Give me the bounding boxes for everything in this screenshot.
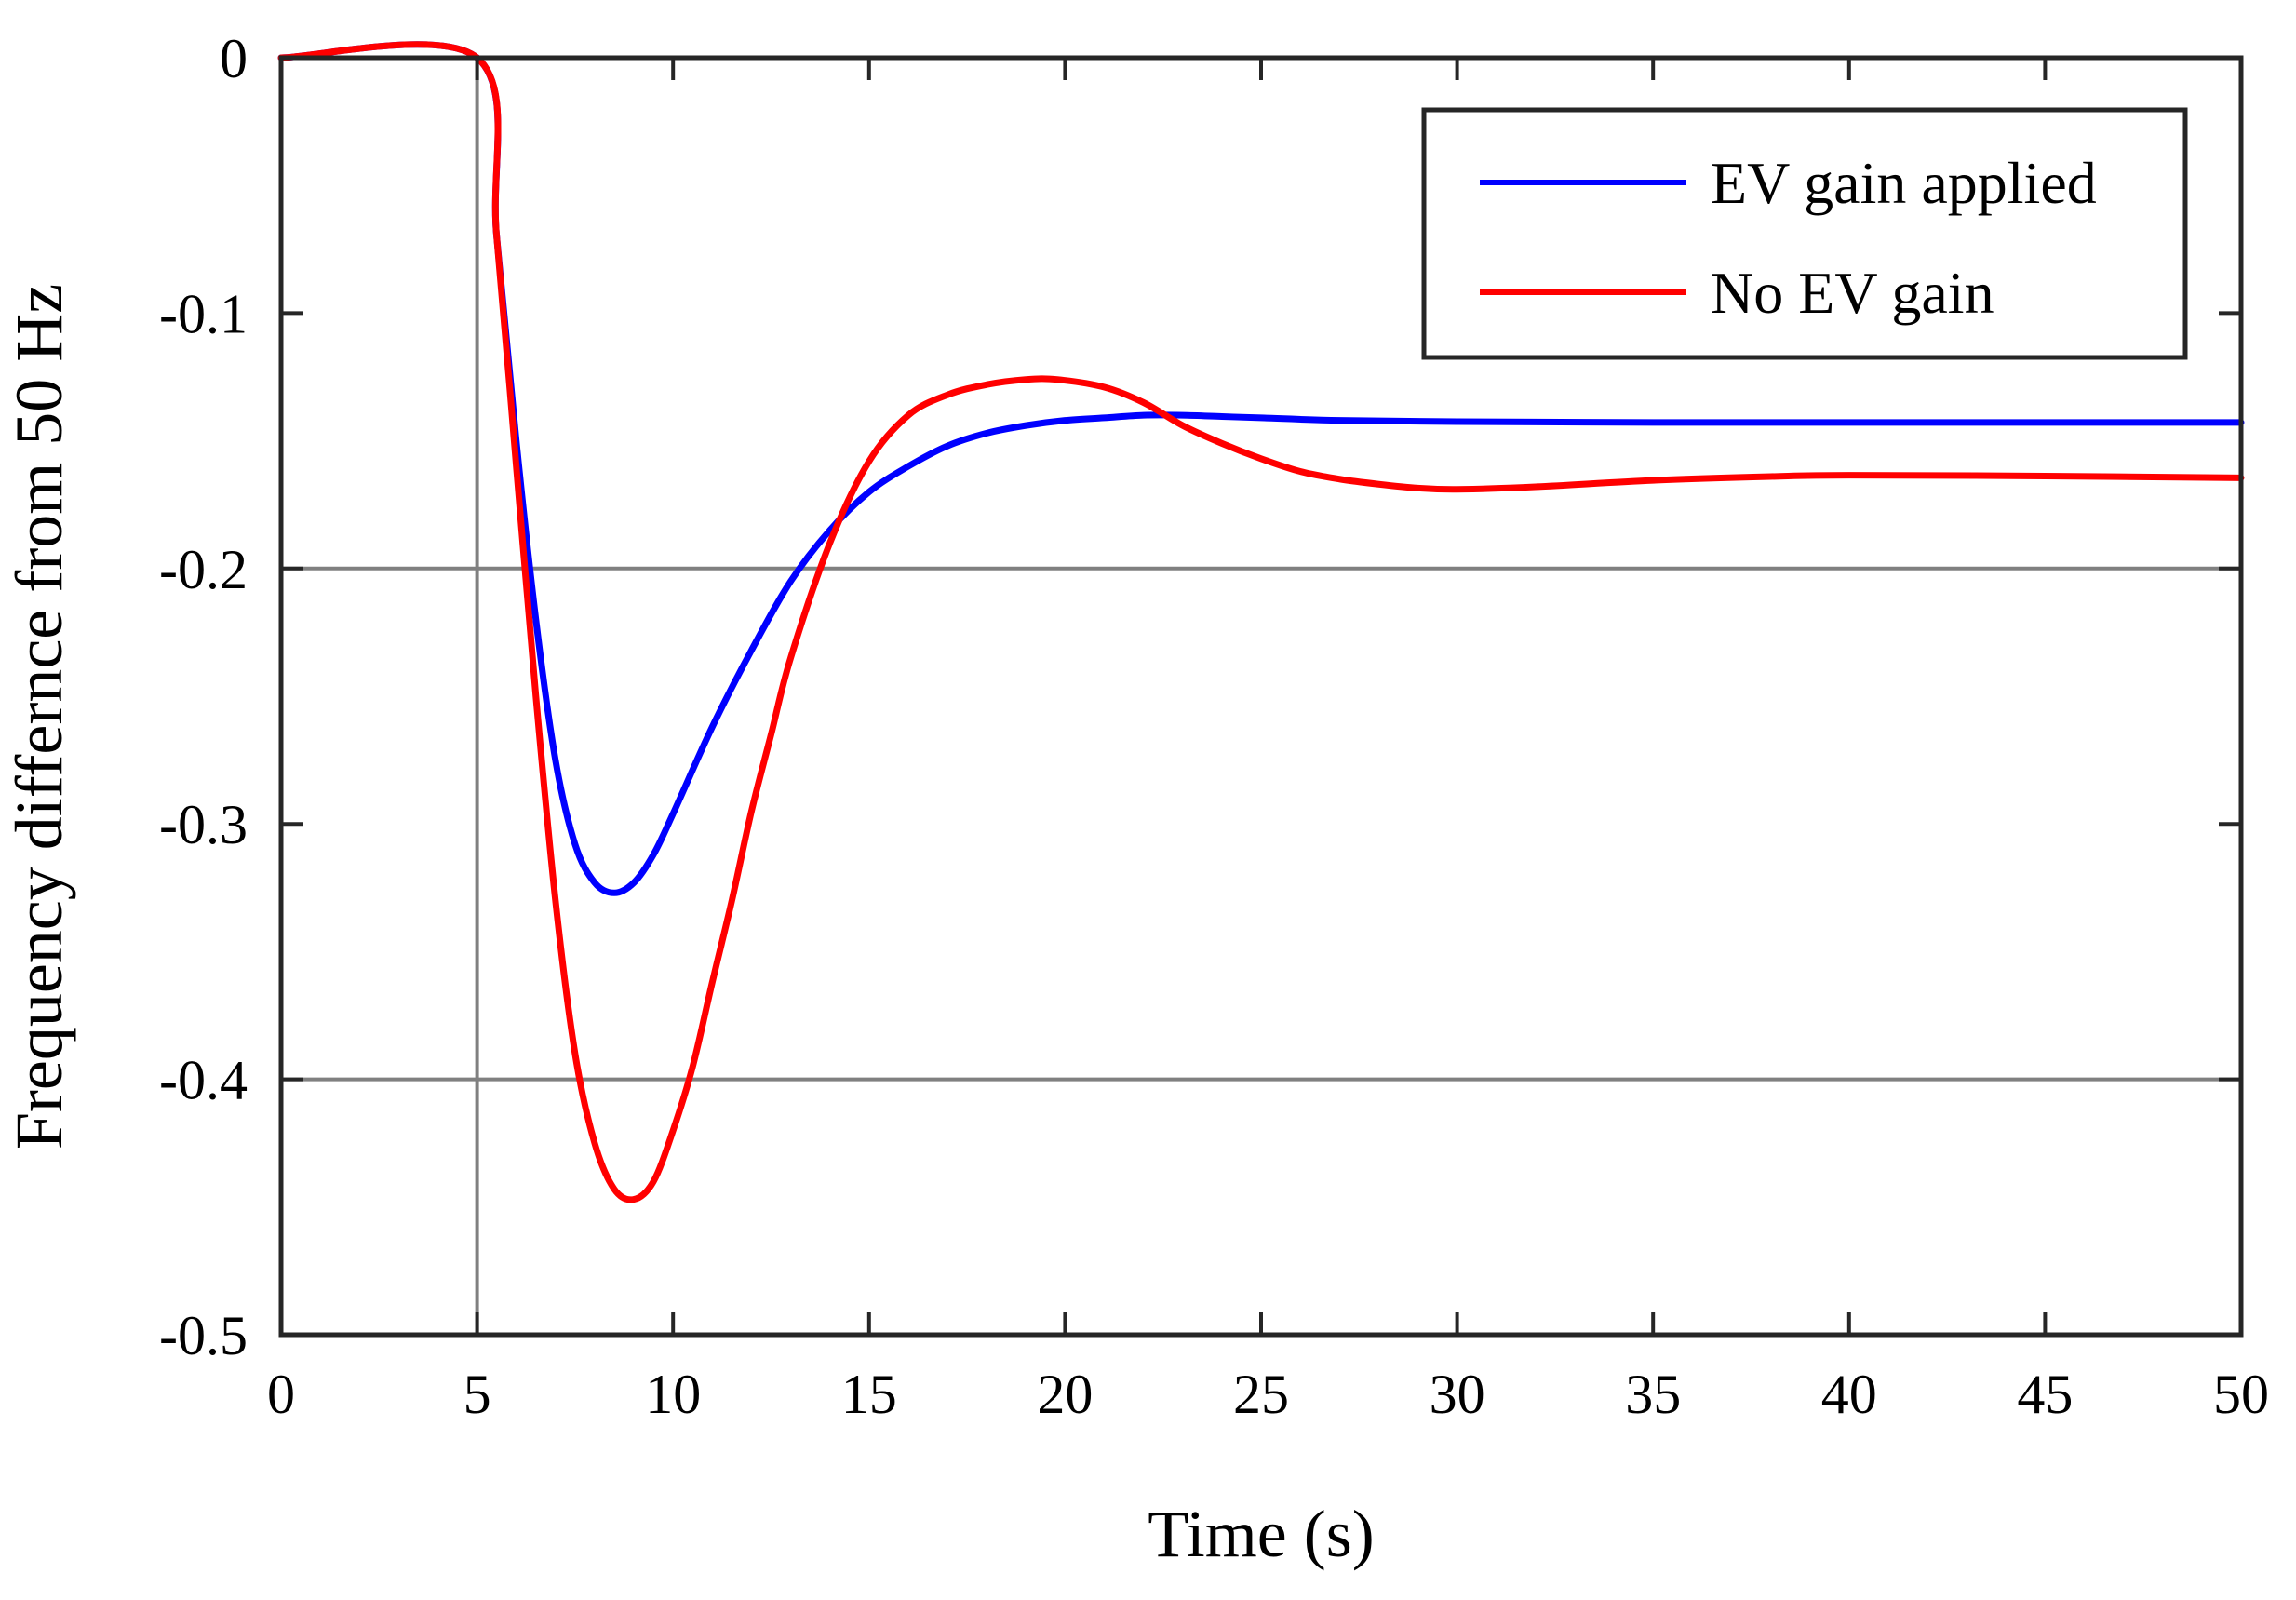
y-axis-title: Frequency differnce from 50 Hz: [2, 284, 76, 1150]
x-tick-label: 45: [2017, 1364, 2073, 1425]
series-layer: [277, 41, 2245, 1203]
x-tick-label: 40: [1821, 1364, 1877, 1425]
series-line-ev-gain-applied: [277, 41, 2245, 896]
legend-label-no-ev-gain: No EV gain: [1711, 260, 1994, 326]
reference-lines: [281, 58, 2241, 1335]
legend-label-ev-gain-applied: EV gain applied: [1711, 150, 2097, 216]
legend: EV gain applied No EV gain: [1421, 107, 2188, 360]
x-tick-label: 5: [463, 1364, 491, 1425]
y-tick-label: -0.4: [159, 1050, 248, 1111]
x-tick-label: 30: [1430, 1364, 1485, 1425]
y-tick-label: -0.5: [159, 1305, 248, 1366]
y-tick-label: 0: [220, 28, 248, 89]
x-tick-label: 25: [1233, 1364, 1289, 1425]
series-line-no-ev-gain: [277, 41, 2245, 1203]
axis-ticks: [279, 56, 2243, 1337]
x-tick-label: 20: [1037, 1364, 1093, 1425]
x-tick-label: 15: [841, 1364, 897, 1425]
x-axis-title: Time (s): [1148, 1497, 1374, 1571]
x-tick-labels: 0 5 10 15 20 25 30 35 40 45 50: [267, 1364, 2269, 1425]
y-tick-label: -0.3: [159, 794, 248, 855]
y-tick-label: -0.1: [159, 283, 248, 344]
x-tick-label: 10: [645, 1364, 701, 1425]
y-tick-label: -0.2: [159, 539, 248, 600]
x-tick-label: 35: [1625, 1364, 1681, 1425]
x-tick-label: 0: [267, 1364, 295, 1425]
y-tick-labels: 0 -0.1 -0.2 -0.3 -0.4 -0.5: [159, 28, 248, 1366]
x-tick-label: 50: [2213, 1364, 2269, 1425]
legend-box: [1421, 107, 2188, 360]
